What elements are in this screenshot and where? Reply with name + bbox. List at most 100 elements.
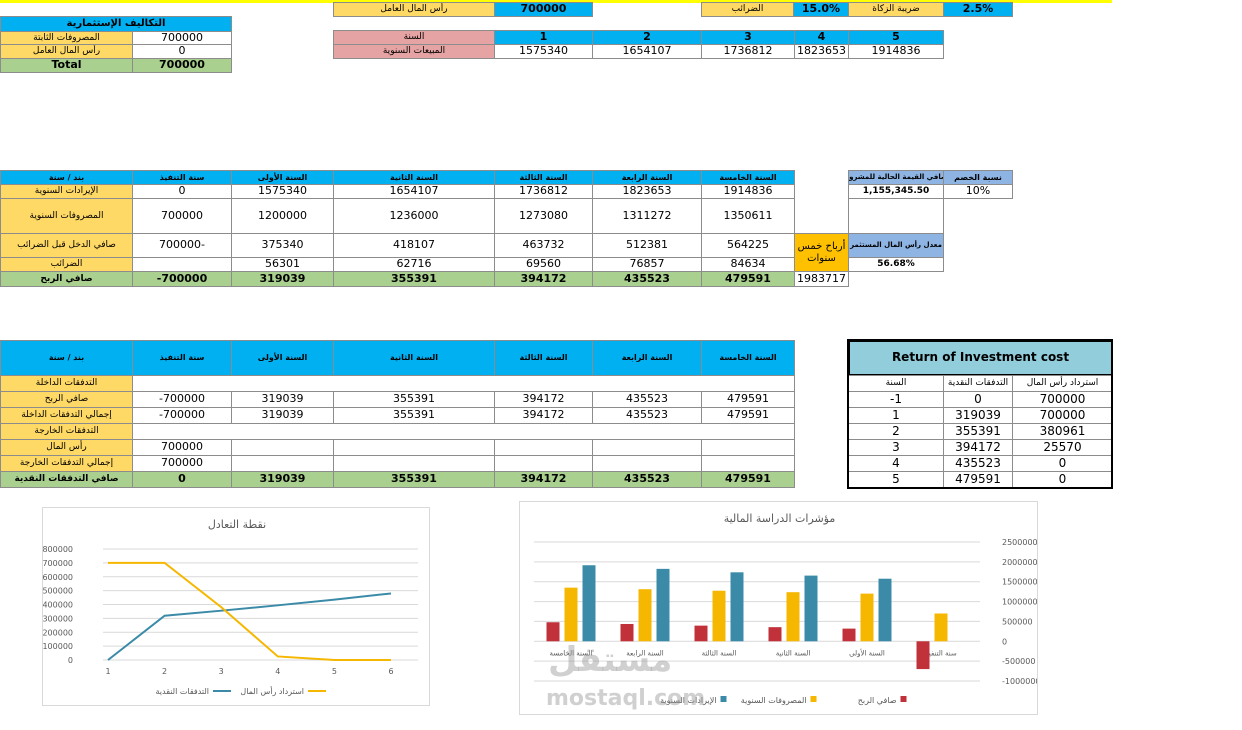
column-header: التدفقات النقدية: [943, 375, 1013, 392]
value-cell: 319039: [231, 271, 334, 287]
row-label: صافي التدفقات النقدية: [0, 471, 133, 488]
value-cell: 1823653: [592, 184, 702, 199]
row-label: التدفقات الخارجة: [0, 423, 133, 440]
value-cell: 435523: [592, 471, 702, 488]
value-cell: -700000: [132, 271, 232, 287]
x-tick-label: 4: [275, 667, 280, 676]
year-header: 1: [494, 30, 593, 45]
y-tick-label: 700000: [42, 559, 73, 568]
row-label: رأس المال العامل: [0, 44, 133, 59]
bar: [620, 623, 634, 642]
value-cell: 25570: [1012, 439, 1113, 456]
column-header: بند / سنة: [0, 170, 133, 185]
x-tick-label: السنة الأولى: [849, 648, 885, 657]
legend-label: استرداد رأس المال: [240, 686, 304, 696]
y-tick-label: 400000: [42, 601, 73, 610]
value-cell: 479591: [701, 407, 795, 424]
value-cell: [333, 439, 495, 456]
column-header: السنة الأولى: [231, 170, 334, 185]
value-cell: 435523: [592, 391, 702, 408]
merged-cell: [132, 423, 795, 440]
value-cell: 0: [1012, 471, 1113, 488]
value-cell: 463732: [494, 233, 593, 258]
value-cell: [494, 455, 593, 472]
value-cell: 512381: [592, 233, 702, 258]
x-tick-label: 3: [219, 667, 224, 676]
bar: [582, 565, 596, 642]
legend-swatch: [720, 696, 727, 702]
value-cell: 69560: [494, 257, 593, 272]
y-tick-label: 1500000: [1002, 578, 1038, 587]
value-cell: 479591: [701, 471, 795, 488]
year-header: 2: [592, 30, 702, 45]
x-tick-label: السنة الخامسة: [550, 649, 593, 657]
value-cell: 2: [848, 423, 944, 440]
side-label: نسبة الخصم: [943, 170, 1013, 185]
value-cell: 394172: [494, 471, 593, 488]
value-cell: [494, 439, 593, 456]
value-cell: 355391: [333, 271, 495, 287]
legend-label: صافي الربح: [858, 696, 897, 705]
value-cell: 375340: [231, 233, 334, 258]
row-label: السنة: [333, 30, 495, 45]
value-cell: [333, 455, 495, 472]
value-cell: 700000: [1012, 391, 1113, 408]
y-tick-label: 200000: [42, 628, 73, 637]
value-cell: 1654107: [333, 184, 495, 199]
y-tick-label: 0: [1002, 637, 1007, 646]
bar: [934, 613, 948, 642]
side-label: أرباح خمس سنوات: [794, 233, 849, 272]
value-cell: 1654107: [592, 44, 702, 59]
value-cell: 1200000: [231, 198, 334, 234]
value-cell: 394172: [494, 271, 593, 287]
column-header: السنة الخامسة: [701, 340, 795, 376]
value-cell: 394172: [494, 391, 593, 408]
line-series: [107, 592, 392, 661]
x-tick-label: السنة الرابعة: [626, 649, 663, 657]
top-highlight: [0, 0, 1112, 3]
bar: [712, 590, 726, 642]
legend-swatch: [900, 696, 907, 702]
year-header: 4: [794, 30, 849, 45]
row-label: رأس المال: [0, 439, 133, 456]
row-label: المبيعات السنوية: [333, 44, 495, 59]
empty-cell: [848, 198, 944, 234]
side-value: 1,155,345.50: [848, 184, 944, 199]
y-tick-label: 0: [68, 656, 73, 665]
column-header: السنة الثانية: [333, 170, 495, 185]
value-cell: 1273080: [494, 198, 593, 234]
value-cell: 700000: [132, 439, 232, 456]
column-header: سنة التنفيذ: [132, 170, 232, 185]
row-label: Total: [0, 58, 133, 73]
value-cell: [701, 439, 795, 456]
value-cell: 1823653: [794, 44, 849, 59]
table-title: Return of Investment cost: [848, 340, 1113, 376]
value-cell: 418107: [333, 233, 495, 258]
legend-label: الإيرادات السنوية: [660, 696, 716, 706]
chart: مؤشرات الدراسة المالية -1000000 -500000 0 50…: [519, 501, 1038, 715]
y-tick-label: 300000: [42, 614, 73, 623]
value-cell: 0: [132, 471, 232, 488]
bar: [546, 622, 560, 642]
row-label: الضرائب: [0, 257, 133, 272]
bar: [768, 627, 782, 642]
row-label: صافي الربح: [0, 391, 133, 408]
value-cell: 5: [848, 471, 944, 488]
row-label: إجمالي التدفقات الخارجة: [0, 455, 133, 472]
year-header: 3: [701, 30, 795, 45]
column-header: السنة الخامسة: [701, 170, 795, 185]
x-tick-label: 5: [332, 667, 337, 676]
value-cell: 479591: [943, 471, 1013, 488]
bar: [786, 592, 800, 642]
param-value: 700000: [494, 2, 593, 17]
value-cell: 700000: [132, 198, 232, 234]
value-cell: 700000: [132, 31, 232, 45]
y-tick-label: 600000: [42, 573, 73, 582]
value-cell: -1: [848, 391, 944, 408]
value-cell: 3: [848, 439, 944, 456]
value-cell: 319039: [231, 391, 334, 408]
value-cell: 1575340: [494, 44, 593, 59]
side-value: 1983717: [794, 271, 849, 287]
bar: [842, 628, 856, 642]
